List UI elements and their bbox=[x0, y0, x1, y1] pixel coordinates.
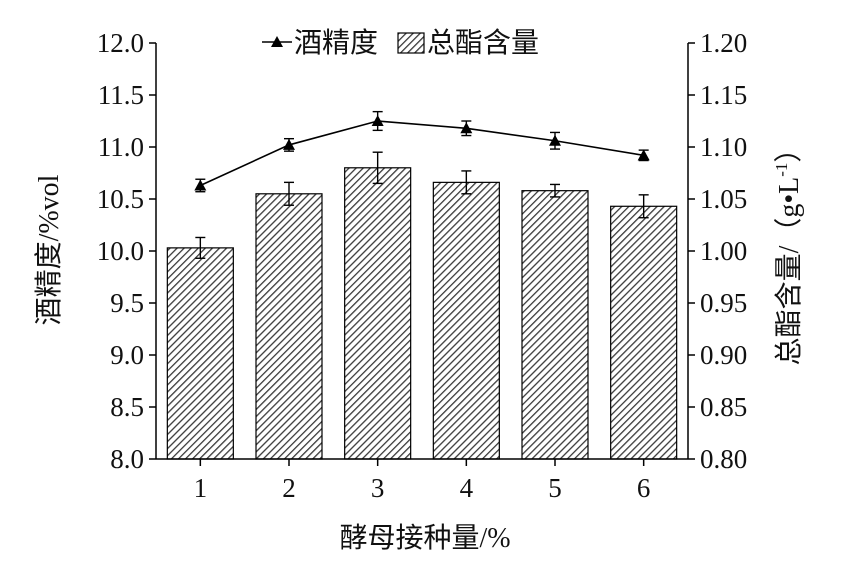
x-tick-label: 3 bbox=[371, 473, 385, 503]
bar-error-bars bbox=[195, 151, 649, 259]
bar bbox=[344, 167, 412, 460]
axes bbox=[155, 43, 689, 460]
triangle-point bbox=[460, 122, 473, 134]
left-tick-label: 8.0 bbox=[110, 444, 144, 474]
bar bbox=[432, 181, 500, 460]
tick-labels: 8.0 8.5 9.0 9.5 10.0 10.5 11.0 11.5 12.0 0.80 0.85… bbox=[97, 28, 748, 503]
right-axis-title-sup: -1 bbox=[772, 163, 791, 177]
left-axis-title: 酒精度/%vol bbox=[33, 174, 65, 325]
bar-series bbox=[166, 167, 678, 460]
right-tick-label: 0.80 bbox=[700, 444, 747, 474]
left-tick-label: 10.5 bbox=[97, 184, 144, 214]
bar bbox=[610, 205, 678, 460]
x-tick-label: 4 bbox=[460, 473, 474, 503]
right-tick-label: 1.15 bbox=[700, 80, 747, 110]
right-tick-label: 0.85 bbox=[700, 392, 747, 422]
triangle-point bbox=[194, 179, 207, 191]
right-tick-label: 1.10 bbox=[700, 132, 747, 162]
legend-triangle-marker bbox=[271, 36, 283, 47]
bar bbox=[166, 247, 234, 460]
left-tick-label: 10.0 bbox=[97, 236, 144, 266]
bar bbox=[255, 193, 323, 460]
legend: 酒精度 总酯含量 bbox=[262, 27, 539, 59]
left-tick-label: 12.0 bbox=[97, 28, 144, 58]
x-tick-label: 5 bbox=[548, 473, 562, 503]
x-tick-label: 2 bbox=[282, 473, 296, 503]
legend-bar-swatch bbox=[397, 32, 425, 54]
alcohol-line bbox=[200, 120, 644, 187]
triangle-point bbox=[283, 138, 295, 150]
right-axis-title: 总酯含量/（g•L-1） bbox=[772, 135, 805, 366]
right-axis-title-close: ） bbox=[773, 135, 805, 163]
bar bbox=[521, 190, 589, 460]
line-series bbox=[194, 110, 650, 193]
left-tick-label: 9.0 bbox=[110, 340, 144, 370]
left-tick-label: 9.5 bbox=[110, 288, 144, 318]
left-tick-label: 11.0 bbox=[98, 132, 144, 162]
legend-label-alcohol: 酒精度 bbox=[294, 27, 378, 59]
legend-label-ester: 总酯含量 bbox=[427, 27, 539, 59]
left-tick-label: 11.5 bbox=[98, 80, 144, 110]
right-tick-label: 0.95 bbox=[700, 288, 747, 318]
triangle-point bbox=[637, 149, 650, 161]
tick-marks bbox=[149, 42, 695, 466]
right-tick-label: 1.20 bbox=[700, 28, 747, 58]
x-tick-label: 1 bbox=[194, 473, 208, 503]
right-tick-label: 0.90 bbox=[700, 340, 747, 370]
left-tick-label: 8.5 bbox=[110, 392, 144, 422]
x-axis-title: 酵母接种量/% bbox=[339, 522, 510, 554]
right-tick-label: 1.00 bbox=[700, 236, 747, 266]
right-tick-label: 1.05 bbox=[700, 184, 747, 214]
triangle-point bbox=[549, 134, 561, 146]
right-axis-title-main: 总酯含量/（g•L bbox=[773, 177, 805, 366]
triangle-point bbox=[371, 115, 384, 126]
x-tick-label: 6 bbox=[637, 473, 651, 503]
